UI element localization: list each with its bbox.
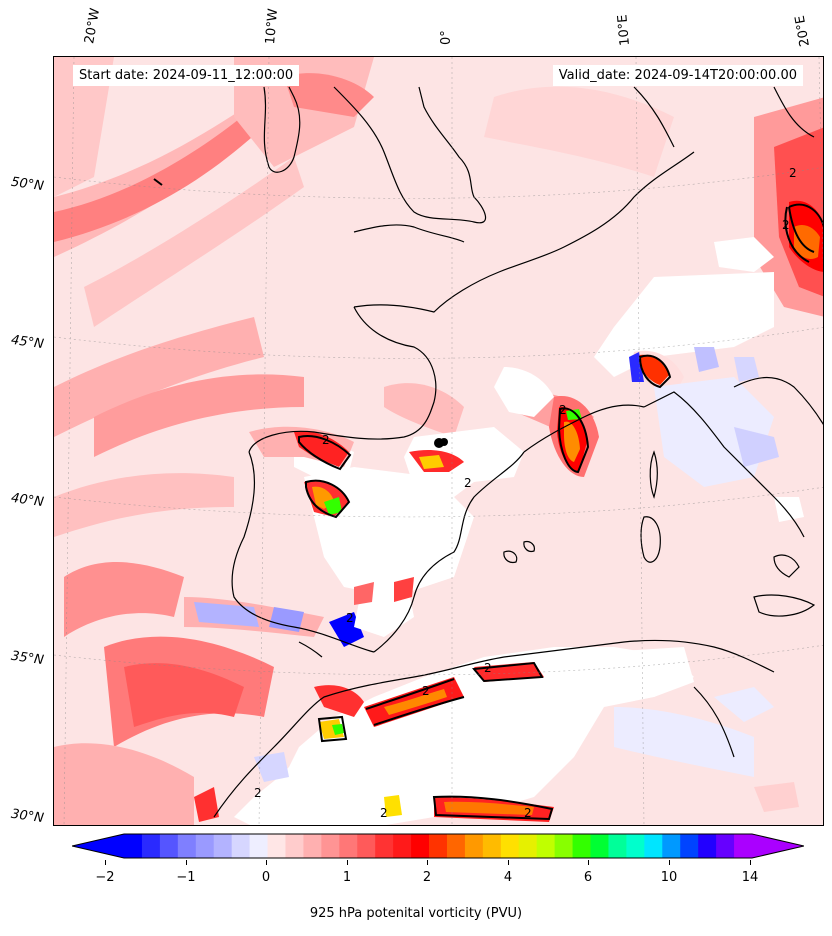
lat-label-45n: 45°N — [10, 332, 45, 353]
colorbar-segment — [321, 834, 340, 858]
colorbar-segment — [716, 834, 735, 858]
lat-label-50n: 50°N — [10, 174, 45, 195]
colorbar-tick-label: 1 — [342, 870, 352, 885]
colorbar-segment — [500, 834, 520, 858]
contour-label: 2 — [524, 806, 532, 820]
contour-label: 2 — [254, 786, 262, 800]
colorbar-tick-label: 2 — [422, 870, 432, 885]
colorbar-segment — [626, 834, 645, 858]
lat-label-40n: 40°N — [10, 490, 45, 511]
contour-label: 2 — [380, 806, 388, 820]
contour-label: 2 — [422, 684, 430, 698]
lat-label-35n: 35°N — [10, 648, 45, 669]
colorbar-segment — [536, 834, 556, 858]
colorbar-segment — [267, 834, 286, 858]
colorbar-segment — [464, 834, 484, 858]
start-date-label: Start date: 2024-09-11_12:00:00 — [73, 65, 300, 86]
colorbar-segment — [680, 834, 699, 858]
map-panel: 2 2 2 2 2 2 2 2 2 2 2 Start date: 2024-0… — [53, 56, 824, 826]
colorbar-tick-label: 4 — [503, 870, 513, 885]
colorbar-tick-label: 0 — [261, 870, 271, 885]
contour-label: 2 — [346, 611, 354, 625]
colorbar-segment — [195, 834, 215, 858]
colorbar-tick-label: 6 — [583, 870, 593, 885]
colorbar-segment — [231, 834, 251, 858]
colorbar-segment — [482, 834, 502, 858]
lon-label-0: 0° — [439, 30, 454, 45]
colorbar-segment — [572, 834, 592, 858]
colorbar-segment — [213, 834, 233, 858]
lon-label-20w: 20°W — [82, 7, 104, 46]
colorbar-over-arrow — [752, 834, 804, 858]
colorbar-segment — [124, 834, 143, 858]
colorbar-ticks: −2 −1 0 1 2 4 6 10 14 — [72, 860, 804, 885]
lat-label-30n: 30°N — [10, 806, 45, 827]
colorbar — [72, 833, 804, 859]
colorbar-segment — [644, 834, 663, 858]
colorbar-segment — [429, 834, 448, 858]
colorbar-under-arrow — [72, 834, 124, 858]
colorbar-tick-label: 14 — [741, 870, 759, 885]
colorbar-segment — [411, 834, 430, 858]
pv-field-map: 2 2 2 2 2 2 2 2 2 2 2 — [54, 57, 823, 825]
colorbar-segment — [357, 834, 376, 858]
colorbar-segment — [393, 834, 412, 858]
colorbar-segment — [177, 834, 197, 858]
contour-label: 2 — [322, 433, 330, 447]
lon-label-10w: 10°W — [263, 7, 282, 45]
contour-label: 2 — [782, 218, 790, 232]
colorbar-segment — [608, 834, 627, 858]
contour-label: 2 — [559, 403, 567, 417]
colorbar-segment — [375, 834, 394, 858]
contour-label: 2 — [464, 476, 472, 490]
colorbar-label: 925 hPa potenital vorticity (PVU) — [309, 906, 523, 921]
colorbar-tick-label: −2 — [95, 870, 115, 885]
colorbar-segment — [590, 834, 609, 858]
contour-label: 2 — [789, 166, 797, 180]
lon-label-10e: 10°E — [615, 13, 633, 47]
lon-label-20e: 20°E — [792, 14, 813, 48]
colorbar-segment — [249, 834, 269, 858]
colorbar-segment — [518, 834, 538, 858]
colorbar-segment — [159, 834, 179, 858]
contour-label: 2 — [484, 661, 492, 675]
colorbar-segment — [339, 834, 358, 858]
colorbar-segment — [734, 834, 753, 858]
colorbar-segment — [303, 834, 322, 858]
colorbar-segment — [446, 834, 466, 858]
colorbar-tick-label: 10 — [660, 870, 678, 885]
colorbar-segment — [285, 834, 304, 858]
colorbar-segment — [698, 834, 717, 858]
colorbar-segment — [662, 834, 681, 858]
colorbar-tick-label: −1 — [176, 870, 196, 885]
colorbar-segment — [141, 834, 161, 858]
valid-date-label: Valid_date: 2024-09-14T20:00:00.00 — [552, 65, 803, 86]
colorbar-segment — [554, 834, 574, 858]
